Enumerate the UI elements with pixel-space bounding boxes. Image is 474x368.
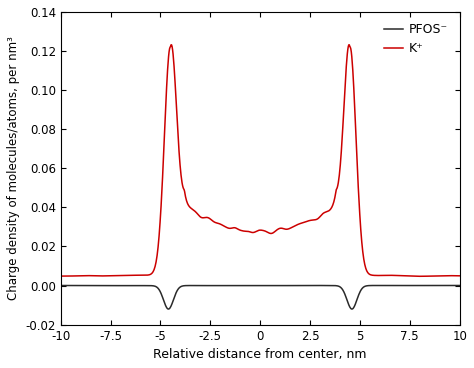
PFOS⁻ <box>290 283 296 288</box>
K⁺ <box>301 220 306 225</box>
K⁺ <box>290 224 296 229</box>
X-axis label: Relative distance from center, nm: Relative distance from center, nm <box>154 348 367 361</box>
PFOS⁻ <box>312 283 318 288</box>
PFOS⁻ <box>402 283 408 288</box>
K⁺ <box>58 274 64 278</box>
Line: K⁺: K⁺ <box>61 45 460 276</box>
Legend: PFOS⁻, K⁺: PFOS⁻, K⁺ <box>379 18 453 60</box>
K⁺ <box>168 43 174 47</box>
Line: PFOS⁻: PFOS⁻ <box>61 286 460 309</box>
PFOS⁻ <box>82 283 88 288</box>
PFOS⁻ <box>301 283 306 288</box>
K⁺ <box>361 257 366 261</box>
K⁺ <box>312 217 318 222</box>
PFOS⁻ <box>166 307 172 311</box>
K⁺ <box>82 273 88 278</box>
Y-axis label: Charge density of molecules/atoms, per nm³: Charge density of molecules/atoms, per n… <box>7 36 20 300</box>
PFOS⁻ <box>361 285 366 289</box>
K⁺ <box>457 274 463 278</box>
K⁺ <box>417 274 423 279</box>
PFOS⁻ <box>58 283 64 288</box>
K⁺ <box>402 273 408 278</box>
PFOS⁻ <box>457 283 463 288</box>
